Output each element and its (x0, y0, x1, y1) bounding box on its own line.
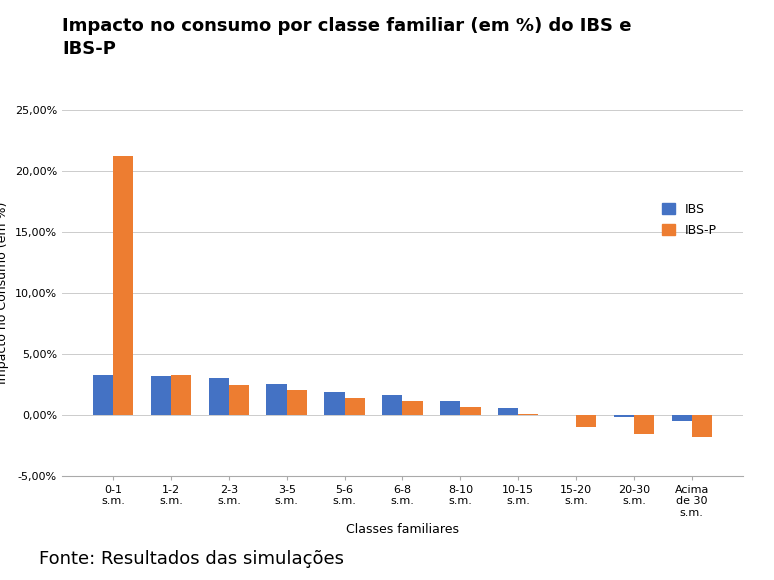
Bar (519, 414, 539, 415)
Bar (440, 401, 461, 415)
X-axis label: Classes familiares: Classes familiares (346, 523, 459, 536)
Bar (461, 407, 481, 415)
Y-axis label: Impacto no Consumo (em %): Impacto no Consumo (em %) (0, 202, 9, 384)
Bar (229, 386, 249, 415)
Text: Impacto no consumo por classe familiar (em %) do IBS e
IBS-P: Impacto no consumo por classe familiar (… (62, 17, 632, 57)
Text: Fonte: Resultados das simulações: Fonte: Resultados das simulações (39, 550, 344, 568)
Bar (286, 390, 307, 415)
Bar (209, 378, 229, 415)
Bar (402, 401, 423, 415)
Bar (692, 415, 712, 437)
Bar (324, 392, 344, 415)
Bar (576, 415, 596, 427)
Bar (634, 415, 654, 434)
Bar (151, 376, 171, 415)
Bar (344, 398, 365, 415)
Bar (498, 408, 519, 415)
Bar (113, 157, 133, 415)
Bar (614, 415, 634, 417)
Bar (93, 375, 113, 415)
Legend: IBS, IBS-P: IBS, IBS-P (656, 197, 723, 243)
Bar (171, 375, 191, 415)
Bar (672, 415, 692, 421)
Bar (266, 384, 286, 415)
Bar (382, 395, 402, 415)
